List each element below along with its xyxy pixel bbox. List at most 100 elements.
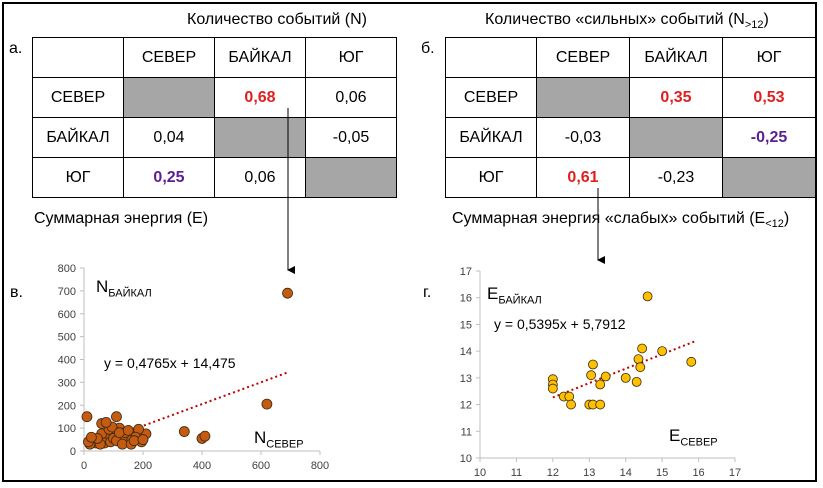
chart-g-x-tick-label: 14	[620, 467, 632, 479]
chart-g-equation: y = 0,5395x + 5,7912	[494, 316, 626, 332]
chart-g-data-point	[637, 343, 648, 354]
panel-b-bottom-caption-end: )	[783, 210, 790, 227]
table-row: ЮГ 0,25 0,06	[32, 157, 397, 198]
panel-b-bottom-caption-main: Суммарная энергия «слабых» событий (E	[452, 210, 766, 227]
chart-v-data-point	[111, 411, 122, 423]
chart-v-data-point	[137, 434, 149, 445]
chart-v-y-tick-label: 600	[58, 309, 76, 321]
chart-g-data-point	[595, 399, 606, 410]
panel-b-title: Количество «сильных» событий (N>12)	[485, 11, 769, 31]
chart-v: 0 200 400 600 800 0 100 200 300 400 500 600 700 800	[58, 263, 330, 472]
panel-b-letter: б.	[421, 40, 435, 57]
table-row: СЕВЕР 0,68 0,06	[32, 77, 397, 118]
row-header: ЮГ	[32, 157, 124, 198]
panel-b-bottom-caption: Суммарная энергия «слабых» событий (E<12…	[452, 210, 789, 230]
chart-v-y-tick-label: 400	[58, 355, 76, 367]
chart-g-x-tick-label: 11	[511, 467, 522, 479]
chart-v-y-tick-label: 300	[58, 377, 76, 389]
chart-g-trend-line	[552, 339, 698, 399]
chart-v-data-point	[282, 287, 293, 299]
chart-g-ylabel: EБАЙКАЛ	[487, 284, 542, 306]
correlation-cell: 0,06	[305, 77, 397, 118]
chart-v-x-tick-label: 200	[134, 460, 152, 472]
chart-g-y-tick-label: 13	[460, 373, 472, 385]
chart-v-x-tick-label: 0	[81, 460, 87, 472]
chart-v-x-tick-label: 400	[193, 460, 211, 472]
panel-v-letter: в.	[10, 284, 23, 301]
chart-g-data-point	[642, 291, 653, 302]
correlation-cell: 0,61	[536, 157, 630, 198]
chart-v-x-tick-label: 800	[311, 460, 329, 472]
chart-g-y-tick-label: 11	[461, 426, 472, 438]
chart-g-x-tick-label: 16	[692, 467, 704, 479]
chart-g-y-tick-label: 15	[460, 319, 472, 331]
row-header: БАЙКАЛ	[445, 117, 537, 158]
chart-v-y-tick-label: 700	[58, 286, 76, 298]
panel-b-title-main: Количество «сильных» событий (N	[485, 11, 745, 28]
column-header: БАЙКАЛ	[214, 37, 306, 78]
chart-g-xlabel: EСЕВЕР	[669, 426, 718, 448]
chart-v-ylabel-sub: БАЙКАЛ	[108, 287, 152, 300]
panel-b-correlation-table: СЕВЕР БАЙКАЛ ЮГ СЕВЕР 0,35 0,53 БАЙКАЛ -0,03 -0,…	[445, 37, 816, 198]
panel-b-title-end: )	[763, 11, 769, 28]
chart-g-data-point	[566, 399, 576, 410]
chart-g-data-point	[547, 383, 558, 394]
table-row: ЮГ 0,61 -0,23	[445, 157, 816, 198]
chart-v-trend-line	[101, 371, 288, 443]
table-row: БАЙКАЛ 0,04 -0,05	[32, 117, 397, 158]
chart-v-ylabel-main: N	[96, 277, 109, 296]
figure-frame	[2, 2, 817, 482]
diagonal-cell	[123, 77, 215, 118]
row-header: ЮГ	[445, 157, 537, 198]
chart-g-data-point	[588, 359, 598, 370]
chart-v-y-tick-label: 0	[70, 446, 76, 458]
chart-v-data-point	[178, 426, 190, 437]
chart-g-y-tick-label: 10	[460, 453, 472, 465]
panel-g-letter: г.	[423, 284, 432, 301]
chart-g-data-point	[586, 370, 597, 381]
chart-v-y-tick-label: 800	[58, 263, 76, 275]
chart-v-data-point	[114, 427, 125, 439]
panel-a-bottom-caption: Суммарная энергия (E)	[34, 210, 209, 227]
chart-v-data-point	[128, 435, 140, 447]
chart-g-xlabel-sub: СЕВЕР	[680, 436, 718, 449]
column-header: ЮГ	[722, 37, 816, 78]
chart-g-y-tick-label: 16	[460, 293, 472, 305]
panel-b-title-sub: >12	[744, 19, 764, 32]
chart-v-data-point	[85, 431, 97, 443]
chart-v-data-point	[261, 398, 273, 410]
chart-g-data-point	[564, 391, 575, 402]
chart-v-x-tick-label: 600	[252, 460, 270, 472]
chart-v-equation: y = 0,4765x + 14,475	[104, 355, 236, 371]
diagonal-cell	[722, 157, 816, 198]
correlation-cell: 0,35	[629, 77, 723, 118]
chart-v-y-tick-label: 200	[58, 400, 76, 412]
diagonal-cell	[305, 157, 397, 198]
chart-g-y-tick-label: 14	[460, 346, 472, 358]
chart-g-ylabel-sub: БАЙКАЛ	[498, 294, 542, 307]
correlation-cell: -0,23	[629, 157, 723, 198]
chart-v-xlabel: NСЕВЕР	[254, 428, 304, 450]
panel-b-bottom-caption-sub: <12	[765, 218, 784, 231]
chart-g-x-tick-label: 15	[656, 467, 668, 479]
chart-g-x-tick-label: 17	[729, 467, 741, 479]
chart-g-xlabel-main: E	[669, 426, 681, 445]
chart-g-y-tick-label: 17	[460, 266, 472, 278]
chart-v-data-point	[199, 430, 211, 442]
chart-g-x-tick-label: 12	[547, 467, 559, 479]
correlation-cell: 0,04	[123, 117, 215, 158]
chart-g-data-point	[595, 379, 606, 390]
row-header: БАЙКАЛ	[32, 117, 124, 158]
row-header: СЕВЕР	[445, 77, 537, 118]
chart-v-data-point	[81, 411, 93, 423]
chart-v-data-point	[100, 417, 112, 428]
column-header: СЕВЕР	[123, 37, 215, 78]
chart-v-xlabel-sub: СЕВЕР	[266, 438, 304, 451]
diagonal-cell	[629, 117, 723, 158]
chart-g-data-point	[620, 372, 631, 383]
panel-a-title: Количество событий (N)	[187, 11, 367, 28]
chart-v-xlabel-main: N	[254, 428, 267, 447]
chart-g-data-point	[633, 354, 644, 365]
chart-v-y-tick-label: 100	[58, 423, 76, 435]
